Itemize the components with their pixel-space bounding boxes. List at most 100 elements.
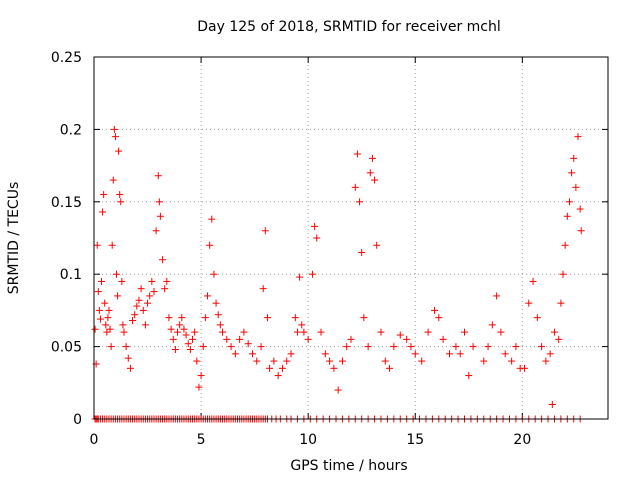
data-point: [152, 227, 160, 235]
data-point: [390, 343, 398, 351]
data-point: [263, 314, 271, 322]
data-point: [116, 191, 124, 199]
data-point: [548, 401, 556, 409]
tick-labels: 0 5 10 15 20 0 0.05 0.1 0.15 0.2 0.25: [51, 50, 531, 448]
x-axis-label: GPS time / hours: [290, 458, 407, 474]
data-point: [167, 325, 175, 333]
data-point: [146, 292, 154, 300]
data-point: [133, 302, 141, 310]
data-point: [110, 125, 118, 133]
x-tick-label: 0: [90, 432, 99, 448]
data-point: [555, 335, 563, 343]
data-point: [126, 364, 134, 372]
data-point: [155, 198, 163, 206]
data-point: [418, 357, 426, 365]
data-point: [343, 343, 351, 351]
data-point: [311, 222, 319, 230]
data-point: [304, 335, 312, 343]
data-point: [261, 227, 269, 235]
data-point: [103, 328, 111, 336]
data-point: [538, 343, 546, 351]
data-point: [161, 285, 169, 293]
data-point: [236, 335, 244, 343]
data-point: [115, 147, 123, 155]
data-point: [176, 321, 184, 329]
data-point: [118, 277, 126, 285]
data-point: [266, 364, 274, 372]
data-point: [124, 354, 132, 362]
data-point: [446, 350, 454, 358]
data-point: [120, 328, 128, 336]
data-point: [197, 372, 205, 380]
data-point: [381, 357, 389, 365]
data-point: [351, 183, 359, 191]
data-point: [165, 314, 173, 322]
data-point: [137, 285, 145, 293]
data-point: [570, 154, 578, 162]
data-point: [461, 328, 469, 336]
data-point: [93, 241, 101, 249]
data-point: [139, 306, 147, 314]
data-point: [371, 176, 379, 184]
data-point: [577, 227, 585, 235]
data-point: [129, 317, 137, 325]
data-point: [105, 306, 113, 314]
data-point: [210, 270, 218, 278]
data-point: [193, 357, 201, 365]
data-point: [497, 328, 505, 336]
data-point: [364, 343, 372, 351]
y-tick-label: 0.05: [51, 340, 82, 356]
data-point: [156, 212, 164, 220]
data-point: [493, 292, 501, 300]
data-point: [223, 335, 231, 343]
data-point: [326, 357, 334, 365]
data-point: [106, 325, 114, 333]
data-point: [108, 241, 116, 249]
x-tick-label: 5: [197, 432, 206, 448]
data-point: [287, 350, 295, 358]
data-point: [107, 343, 115, 351]
data-point: [431, 306, 439, 314]
data-point: [201, 314, 209, 322]
data-point: [111, 133, 119, 141]
y-axis-label: SRMTID / TECUs: [6, 182, 22, 295]
chart-title: Day 125 of 2018, SRMTID for receiver mch…: [197, 19, 501, 35]
data-point: [178, 314, 186, 322]
data-point: [253, 357, 261, 365]
data-point: [334, 386, 342, 394]
data-point: [546, 350, 554, 358]
data-point: [360, 314, 368, 322]
data-point: [386, 364, 394, 372]
data-point: [91, 325, 99, 333]
data-point: [195, 383, 203, 391]
data-point: [214, 311, 222, 319]
data-point: [283, 357, 291, 365]
data-point: [550, 328, 558, 336]
data-point: [141, 321, 149, 329]
data-point: [174, 328, 182, 336]
data-point: [148, 277, 156, 285]
data-point: [557, 299, 565, 307]
data-point: [525, 299, 533, 307]
data-point: [240, 328, 248, 336]
data-point: [501, 350, 509, 358]
data-point: [227, 343, 235, 351]
data-point: [244, 340, 252, 348]
data-point: [366, 169, 374, 177]
data-point: [97, 277, 105, 285]
plot-frame: [93, 56, 609, 420]
data-point: [298, 321, 306, 329]
data-point: [308, 270, 316, 278]
data-point: [248, 350, 256, 358]
data-point: [189, 335, 197, 343]
data-point: [435, 314, 443, 322]
y-tick-label: 0.15: [51, 195, 82, 211]
data-point: [182, 331, 190, 339]
data-point: [270, 357, 278, 365]
data-point: [452, 343, 460, 351]
data-point: [456, 350, 464, 358]
data-point: [338, 357, 346, 365]
y-tick-label: 0.1: [60, 267, 82, 283]
data-point: [542, 357, 550, 365]
